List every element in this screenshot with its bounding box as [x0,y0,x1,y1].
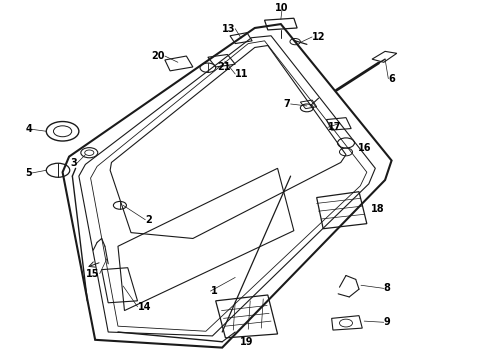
Text: 21: 21 [217,62,230,72]
Text: 10: 10 [275,4,289,13]
Text: 7: 7 [284,99,291,109]
Text: 5: 5 [25,168,32,178]
Text: 15: 15 [86,269,100,279]
Text: 2: 2 [146,215,152,225]
Text: 13: 13 [222,24,235,34]
Text: 20: 20 [151,51,165,61]
Text: 8: 8 [384,283,391,293]
Text: 18: 18 [371,204,384,214]
Text: 6: 6 [389,74,395,84]
Text: 17: 17 [328,122,341,132]
Text: 12: 12 [312,32,325,42]
Text: 14: 14 [138,302,151,312]
Text: 1: 1 [211,286,217,296]
Text: 4: 4 [25,124,32,134]
Text: 11: 11 [235,69,249,79]
Text: 3: 3 [70,158,77,168]
Text: 9: 9 [384,317,391,327]
Text: 16: 16 [358,143,371,153]
Text: 19: 19 [240,337,254,347]
